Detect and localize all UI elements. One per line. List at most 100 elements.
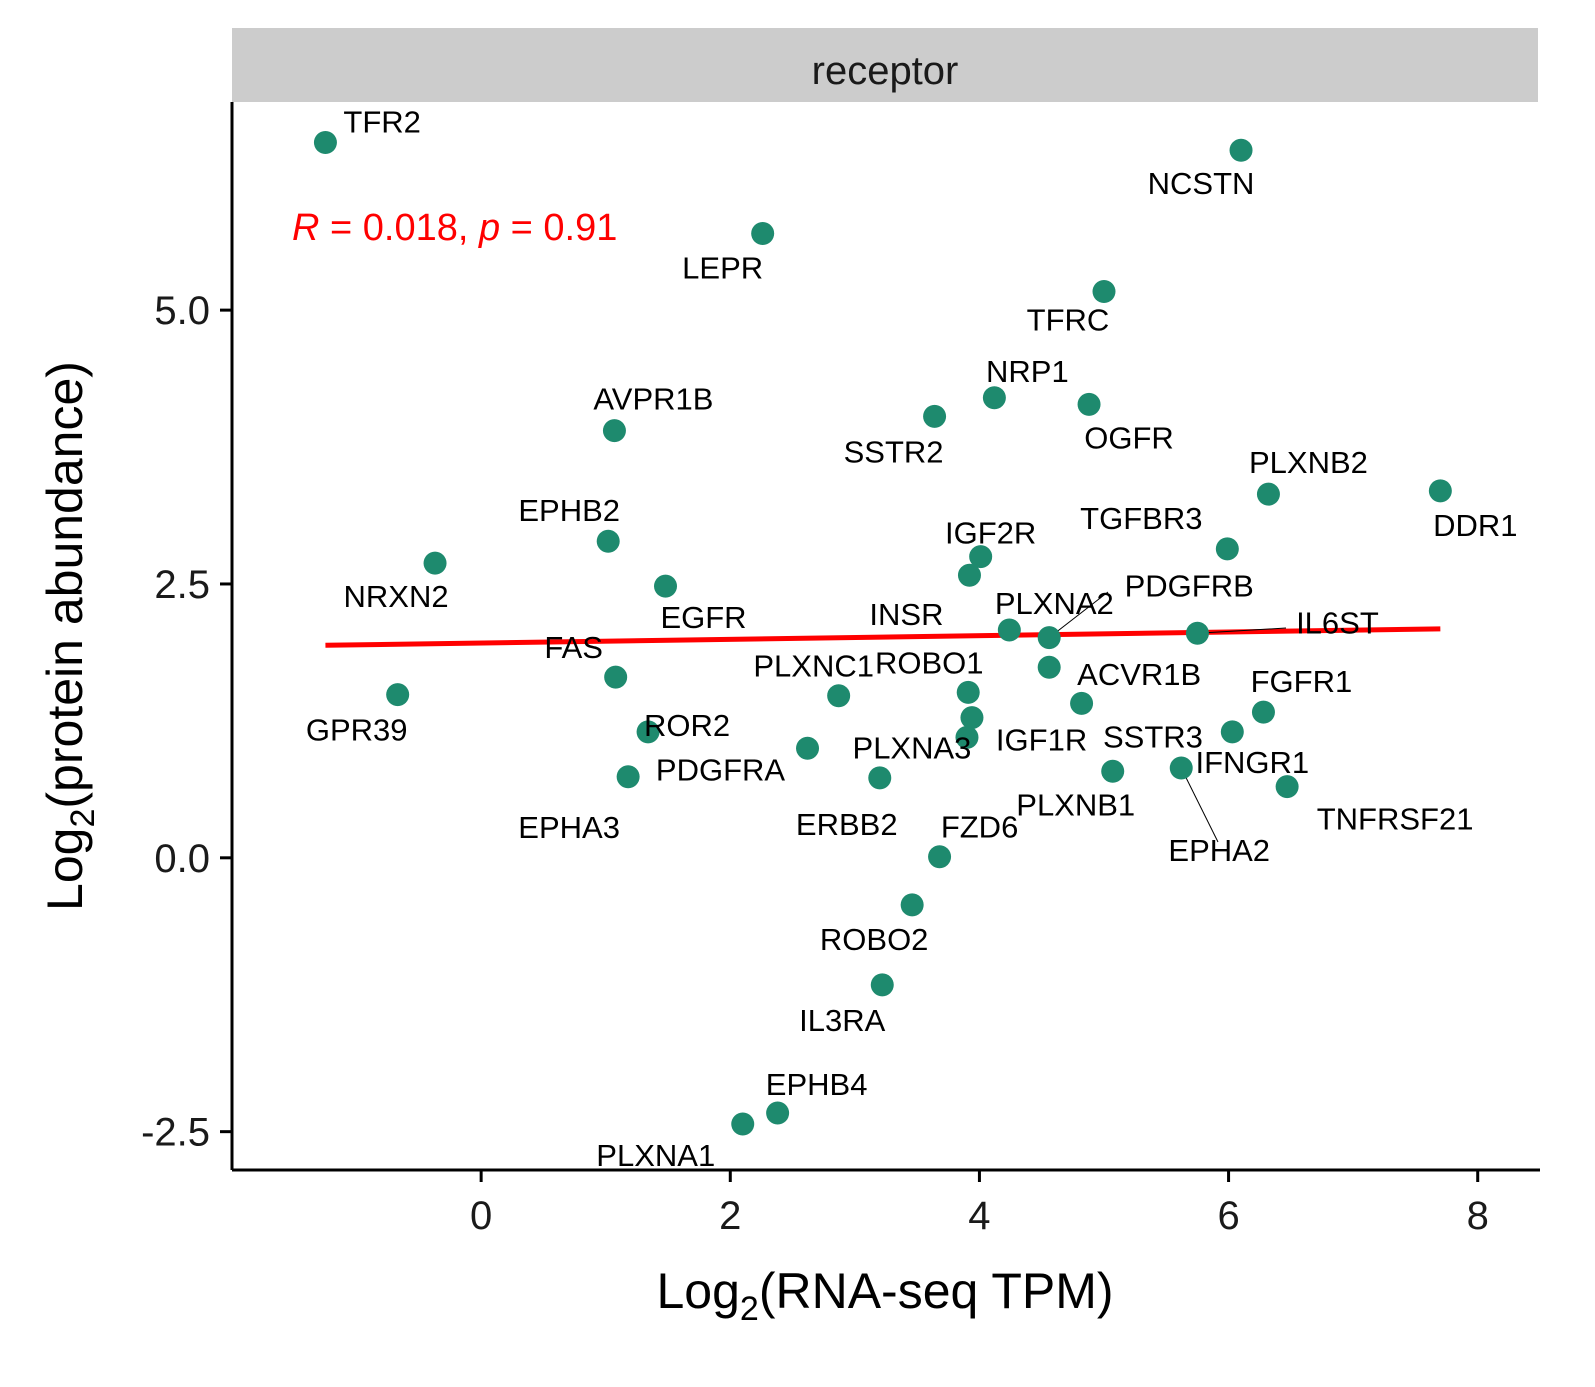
point-label-ncstn: NCSTN (1148, 166, 1255, 201)
fit-line-layer (325, 626, 1441, 648)
point-plxna2 (997, 618, 1021, 642)
point-label-plxnb1: PLXNB1 (1016, 787, 1135, 822)
point-label-erbb2: ERBB2 (796, 807, 898, 842)
x-axis-title-rest: (RNA-seq TPM) (759, 1263, 1114, 1319)
point-label-ogfr: OGFR (1084, 420, 1174, 455)
point-label-ephb4: EPHB4 (766, 1067, 868, 1102)
point-ddr1 (1428, 479, 1452, 503)
point-nrp1 (982, 386, 1006, 410)
y-axis-title: Log2(protein abundance) (37, 361, 102, 911)
x-tick-label: 0 (470, 1194, 492, 1238)
point-label-epha3: EPHA3 (518, 810, 620, 845)
point-tfr2 (313, 131, 337, 155)
point-label-tfrc: TFRC (1027, 303, 1110, 338)
x-axis-title-subscript: 2 (740, 1290, 759, 1328)
point-label-sstr2: SSTR2 (844, 434, 944, 469)
stat-annotation: R = 0.018, p = 0.91 (292, 207, 617, 249)
point-plxna1 (731, 1112, 755, 1136)
point-label-insr: INSR (869, 597, 943, 632)
leader-line-pdgfrb (1048, 591, 1109, 639)
point-label-robo1: ROBO1 (875, 645, 984, 680)
point-label-epha2: EPHA2 (1168, 833, 1270, 868)
point-ror2 (636, 720, 660, 744)
point-label-plxnb2: PLXNB2 (1249, 445, 1368, 480)
leader-line-il6st (1197, 627, 1287, 634)
point-label-plxna2: PLXNA2 (995, 586, 1114, 621)
y-axis-title-rest: (protein abundance) (37, 361, 93, 809)
point-epha2 (1169, 756, 1193, 780)
y-axis-title-main: Log (37, 828, 93, 911)
point-il6st (1185, 621, 1209, 645)
point-label-plxna1: PLXNA1 (596, 1138, 715, 1173)
x-tick-label: 2 (719, 1194, 741, 1238)
stat-p-value: = 0.91 (500, 207, 617, 249)
point-label-pdgfrb: PDGFRB (1125, 569, 1254, 604)
point-label-robo2: ROBO2 (820, 922, 929, 957)
y-axis-title-subscript: 2 (64, 809, 102, 828)
x-axis-title-main: Log (656, 1263, 739, 1319)
stat-r-symbol: R (292, 207, 319, 249)
point-acvr1b (1037, 655, 1061, 679)
point-label-ephb2: EPHB2 (518, 493, 620, 528)
point-avpr1b (602, 419, 626, 443)
point-ogfr (1077, 392, 1101, 416)
regression-line (325, 626, 1441, 648)
point-egfr (654, 574, 678, 598)
x-tick-label: 4 (968, 1194, 990, 1238)
point-label-fzd6: FZD6 (941, 810, 1019, 845)
point-tfrc (1092, 280, 1116, 304)
stat-p-symbol: p (478, 207, 500, 249)
point-plxnb1 (1101, 759, 1125, 783)
point-fas (604, 665, 628, 689)
y-tick-label: 2.5 (154, 563, 210, 607)
point-epha3 (616, 765, 640, 789)
point-label-gpr39: GPR39 (306, 713, 408, 748)
point-label-tgfbr3: TGFBR3 (1080, 501, 1202, 536)
y-tick-label: 5.0 (154, 289, 210, 333)
point-label-fas: FAS (544, 630, 603, 665)
y-axis-ticks: -2.5 0.0 2.5 5.0 (141, 289, 232, 1155)
point-label-nrxn2: NRXN2 (344, 579, 449, 614)
point-label-tnfrsf21: TNFRSF21 (1317, 802, 1474, 837)
point-label-pdgfra: PDGFRA (656, 752, 786, 787)
point-label-il6st: IL6ST (1296, 605, 1379, 640)
data-points (313, 131, 1452, 1136)
point-lepr (751, 221, 775, 245)
x-axis-title: Log2(RNA-seq TPM) (656, 1263, 1113, 1328)
point-label-ddr1: DDR1 (1433, 508, 1517, 543)
point-igf1r (1070, 691, 1094, 715)
point-label-ifngr1: IFNGR1 (1195, 745, 1309, 780)
point-il3ra (870, 973, 894, 997)
x-axis-ticks: 0 2 4 6 8 (470, 1170, 1489, 1238)
stat-r-value: = 0.018, (319, 207, 479, 249)
point-label-igf1r: IGF1R (996, 722, 1087, 757)
point-tnfrsf21 (1275, 775, 1299, 799)
point-igf2r (969, 545, 993, 569)
point-robo2 (900, 893, 924, 917)
point-pdgfrb (1037, 626, 1061, 650)
leader-lines (1048, 591, 1287, 843)
point-plxna3 (955, 725, 979, 749)
point-tgfbr3 (1215, 537, 1239, 561)
x-tick-label: 8 (1467, 1194, 1489, 1238)
point-ifngr1 (1220, 720, 1244, 744)
point-ephb4 (766, 1101, 790, 1125)
point-sstr3 (960, 706, 984, 730)
point-label-egfr: EGFR (660, 600, 746, 635)
point-sstr2 (923, 404, 947, 428)
point-plxnb2 (1256, 482, 1280, 506)
point-label-lepr: LEPR (682, 250, 763, 285)
point-plxnc1 (827, 684, 851, 708)
facet-strip (232, 28, 1538, 102)
point-label-ror2: ROR2 (644, 708, 730, 743)
point-label-avpr1b: AVPR1B (593, 382, 713, 417)
point-label-nrp1: NRP1 (986, 354, 1069, 389)
point-label-il3ra: IL3RA (799, 1003, 885, 1038)
point-label-acvr1b: ACVR1B (1077, 657, 1201, 692)
point-label-plxnc1: PLXNC1 (753, 649, 874, 684)
leader-line-epha2 (1180, 767, 1219, 843)
point-robo1 (956, 680, 980, 704)
point-gpr39 (386, 683, 410, 707)
point-fgfr1 (1251, 700, 1275, 724)
point-label-tfr2: TFR2 (343, 105, 421, 140)
